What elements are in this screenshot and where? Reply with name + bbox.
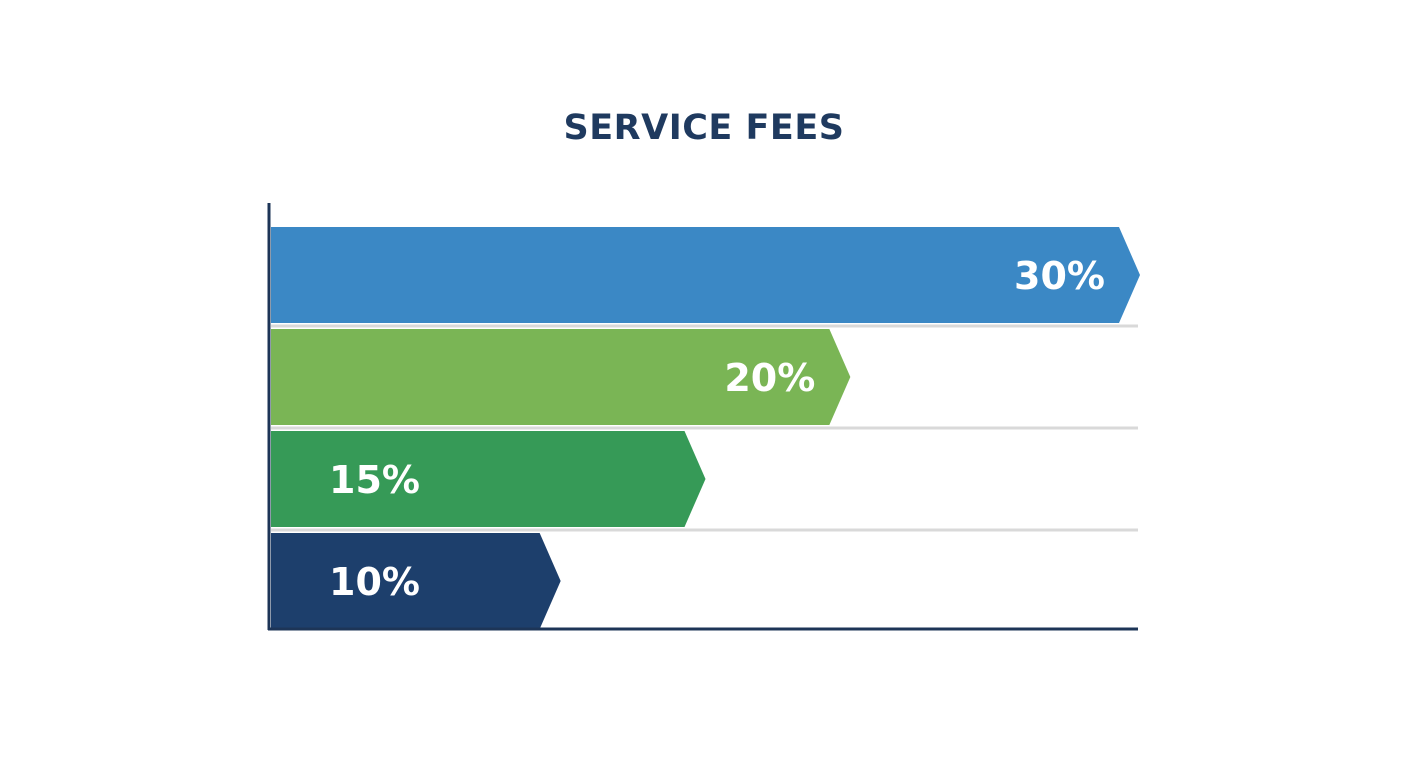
data-label: 10% <box>329 560 420 604</box>
bar <box>271 431 706 527</box>
bar <box>271 533 561 629</box>
bar <box>271 329 851 425</box>
chart-title: SERVICE FEES <box>563 108 845 148</box>
bar <box>271 227 1140 323</box>
data-label: 15% <box>329 458 420 502</box>
data-label: 30% <box>1014 254 1105 298</box>
data-label: 20% <box>724 356 815 400</box>
